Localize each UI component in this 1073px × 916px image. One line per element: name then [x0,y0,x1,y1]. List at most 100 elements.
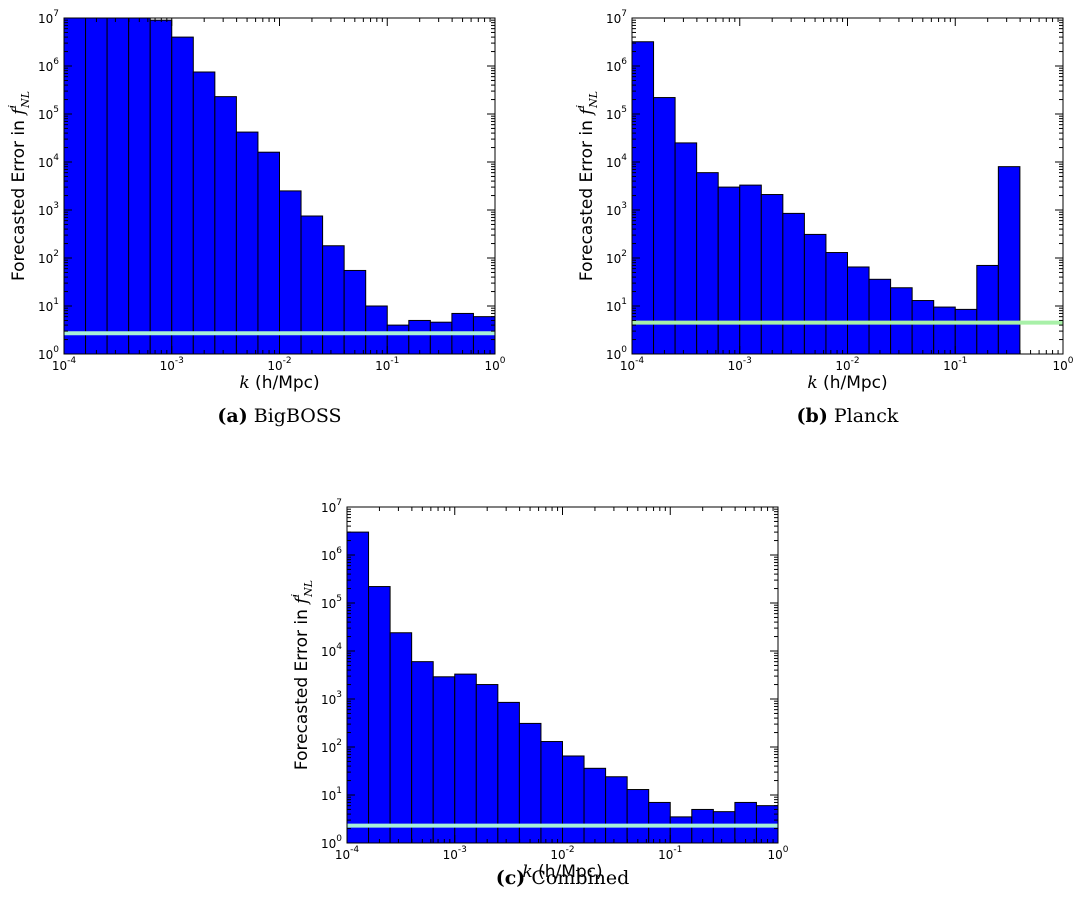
histogram-bar [583,767,607,844]
y-tick-label: 106 [606,57,627,74]
y-tick-exponent: 0 [621,345,627,355]
x-tick-exponent: 0 [500,356,506,366]
y-tick-base: 10 [321,789,336,803]
x-tick-label: 10-4 [335,845,360,862]
y-axis-subscript: NL [19,91,32,109]
y-tick-base: 10 [38,156,53,170]
chart-panel-c: 10-4 10-3 10-2 10-1 100100101102103104105106… [289,498,789,889]
y-tick-exponent: 4 [53,153,59,163]
y-axis-subscript: NL [302,580,315,598]
histogram-bar [825,252,849,355]
x-axis-label: k (h/Mpc) [807,373,887,393]
x-axis-symbol: k [807,373,817,393]
x-tick-label: 10-4 [620,356,645,373]
histogram-bar [997,166,1021,355]
histogram-bar [631,41,655,355]
y-tick-base: 10 [321,645,336,659]
histogram-bar [279,190,302,355]
caption-letter: (b) [797,405,828,427]
y-axis-label: Forecasted Error in fiNL [6,91,32,281]
y-axis-symbol: f [577,106,597,117]
y-tick-label: 106 [38,57,59,74]
x-tick-label: 10-4 [52,356,77,373]
y-tick-base: 10 [38,348,53,362]
y-tick-base: 10 [321,741,336,755]
y-tick-label: 104 [606,153,627,170]
histogram-bar [626,789,650,844]
bars [346,531,779,844]
y-tick-label: 100 [606,345,627,362]
y-tick-exponent: 7 [336,498,342,508]
y-tick-base: 10 [606,300,621,314]
x-tick-exponent: -2 [566,845,575,855]
histogram-bar [717,186,741,355]
histogram-bar [497,701,520,844]
histogram-bar [171,36,194,355]
histogram-bar [365,305,388,355]
y-tick-base: 10 [321,837,336,851]
histogram-bar [214,96,237,355]
y-tick-exponent: 3 [53,201,59,211]
y-tick-exponent: 2 [53,249,59,259]
histogram-bar [368,586,391,844]
y-axis-symbol: f [292,595,312,606]
histogram-bar [106,17,130,355]
y-tick-label: 100 [38,345,59,362]
y-tick-label: 103 [606,201,627,218]
y-tick-exponent: 0 [336,834,342,844]
y-tick-base: 10 [38,108,53,122]
y-tick-base: 10 [606,252,621,266]
x-tick-label: 10-1 [943,356,967,373]
x-tick-exponent: -2 [283,356,292,366]
histogram-bar [343,269,367,355]
x-axis-unit: (h/Mpc) [250,373,320,393]
y-tick-exponent: 6 [53,57,59,67]
y-axis-label: Forecasted Error in fiNL [574,91,600,281]
x-tick-base: 10 [658,848,673,862]
histogram-bar [128,17,151,355]
histogram-bar [472,316,496,355]
histogram-bar [411,661,434,844]
y-tick-label: 102 [321,738,342,755]
y-tick-label: 101 [38,297,59,314]
y-tick-exponent: 1 [53,297,59,307]
histogram-bar [85,17,108,355]
x-tick-base: 10 [443,848,458,862]
y-axis-prefix: Forecasted Error in [577,115,597,281]
y-tick-base: 10 [321,501,336,515]
x-tick-base: 10 [267,359,282,373]
y-tick-exponent: 0 [53,345,59,355]
y-tick-label: 107 [38,9,59,26]
x-tick-label: 100 [767,845,788,862]
x-tick-label: 10-2 [835,356,859,373]
y-tick-base: 10 [606,60,621,74]
x-tick-base: 10 [335,848,350,862]
x-axis-unit: (h/Mpc) [533,862,603,882]
y-tick-exponent: 6 [621,57,627,67]
y-tick-label: 103 [321,690,342,707]
bars [63,17,496,355]
x-tick-base: 10 [728,359,743,373]
x-tick-base: 10 [620,359,635,373]
x-tick-base: 10 [835,359,850,373]
y-tick-base: 10 [606,156,621,170]
histogram-bar [760,194,784,355]
histogram-bar [386,324,410,355]
y-tick-base: 10 [321,693,336,707]
histogram-bar [605,776,628,844]
x-tick-base: 10 [943,359,958,373]
y-tick-base: 10 [38,12,53,26]
x-tick-base: 10 [1052,359,1067,373]
x-axis-symbol: k [239,373,249,393]
histogram-bar [149,19,173,355]
x-tick-base: 10 [767,848,782,862]
x-tick-base: 10 [52,359,67,373]
histogram-bar [954,308,978,355]
x-tick-exponent: -3 [743,356,752,366]
y-axis-prefix: Forecasted Error in [292,604,312,770]
x-tick-label: 10-3 [728,356,752,373]
y-tick-base: 10 [38,300,53,314]
y-tick-exponent: 2 [621,249,627,259]
y-tick-label: 107 [606,9,627,26]
